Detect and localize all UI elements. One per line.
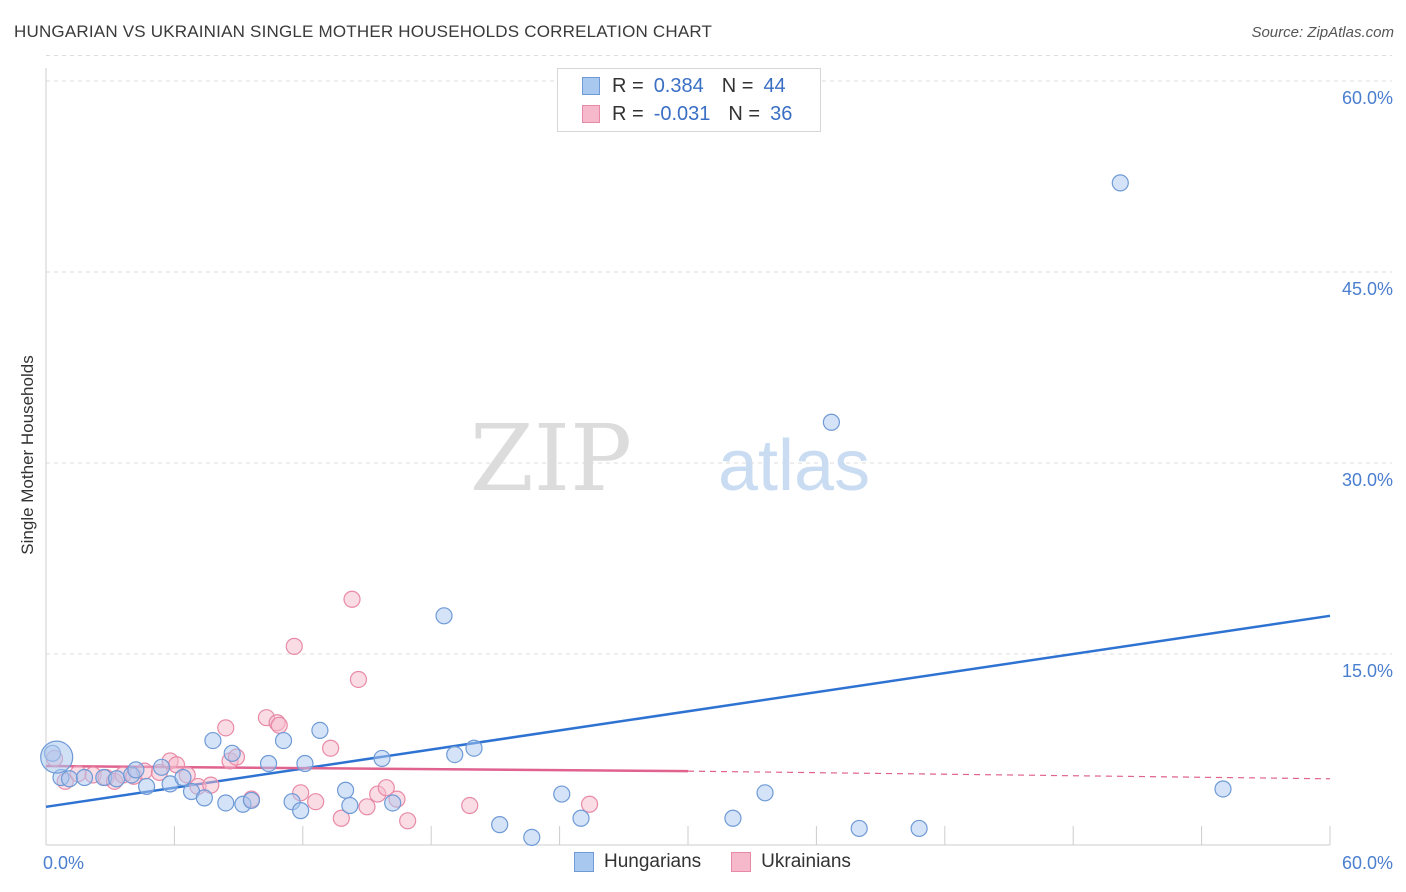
point-hungarian (223, 744, 241, 762)
point-ukrainian (358, 798, 376, 816)
point-ukrainian (270, 716, 288, 734)
point-hungarian (491, 816, 509, 834)
point-hungarian (152, 758, 171, 776)
trend-lines (45, 614, 1331, 809)
y-tick-label: 30.0% (1342, 470, 1393, 490)
legend-n-label: N = (728, 102, 761, 125)
correlation-legend: R = 0.384 N = 44 R = -0.031 N = 36 (557, 68, 821, 132)
legend-swatch-hungarians (574, 852, 594, 872)
watermark-zip: ZIP (470, 405, 632, 512)
legend-row-hungarians: R = 0.384 N = 44 (582, 73, 786, 99)
point-hungarian (127, 761, 145, 779)
axes (45, 68, 1331, 846)
legend-label-hungarians: Hungarians (604, 851, 702, 872)
point-hungarian (435, 607, 453, 625)
point-hungarian (60, 770, 79, 788)
point-ukrainian (285, 637, 303, 655)
legend-r-value: -0.031 (653, 102, 711, 125)
legend-swatch-ukrainians (582, 105, 600, 123)
legend-swatch-hungarians (582, 77, 600, 95)
point-hungarian (174, 768, 192, 787)
watermark: ZIP atlas (470, 405, 870, 512)
point-ukrainian (580, 795, 599, 813)
point-ukrainian (349, 670, 368, 689)
legend-item-ukrainians[interactable]: Ukrainians (731, 851, 851, 873)
point-ukrainian (461, 796, 479, 815)
point-hungarian (292, 802, 310, 820)
point-hungarian (337, 781, 355, 799)
watermark-atlas: atlas (718, 426, 870, 506)
point-hungarian (242, 791, 261, 810)
point-hungarian (910, 819, 928, 838)
point-hungarian (724, 809, 742, 827)
point-hungarian (756, 784, 774, 802)
grid-lines (46, 55, 1392, 655)
point-hungarian (1111, 174, 1129, 192)
x-tick-label-min: 0.0% (43, 853, 84, 873)
point-hungarian (523, 828, 541, 846)
y-tick-label: 15.0% (1342, 661, 1393, 681)
trend-line-ukrainians-extrapolated (687, 770, 1331, 780)
point-hungarian (311, 721, 329, 740)
point-ukrainian (307, 793, 325, 811)
point-ukrainian (322, 739, 340, 757)
point-hungarian (822, 413, 840, 431)
legend-r-label: R = (612, 102, 644, 125)
tick-labels: 15.0% 30.0% 45.0% 60.0% 0.0% 60.0% (43, 88, 1393, 873)
legend-label-ukrainians: Ukrainians (761, 851, 851, 872)
point-hungarian (850, 819, 868, 838)
point-hungarian (40, 740, 74, 774)
source-label: Source: ZipAtlas.com (1251, 24, 1394, 41)
data-points (40, 174, 1232, 846)
chart-title: HUNGARIAN VS UKRAINIAN SINGLE MOTHER HOU… (14, 22, 713, 41)
point-hungarian (553, 785, 571, 803)
point-hungarian (274, 731, 293, 750)
point-hungarian (259, 754, 278, 773)
point-ukrainian (217, 719, 235, 737)
point-hungarian (217, 794, 235, 812)
legend-n-value: 44 (763, 74, 786, 97)
point-hungarian (446, 745, 464, 764)
x-tick-label-max: 60.0% (1342, 853, 1393, 873)
point-hungarian (204, 731, 222, 750)
point-ukrainian (399, 812, 417, 830)
legend-n-value: 36 (770, 102, 793, 125)
point-hungarian (137, 777, 156, 796)
point-hungarian (75, 768, 94, 787)
point-hungarian (572, 809, 590, 827)
point-hungarian (1214, 780, 1232, 798)
legend-swatch-ukrainians (731, 852, 752, 872)
legend-row-ukrainians: R = -0.031 N = 36 (582, 101, 792, 127)
trend-line-hungarians (45, 614, 1331, 809)
legend-r-label: R = (612, 74, 644, 97)
y-tick-label: 60.0% (1342, 88, 1393, 108)
point-hungarian (341, 796, 359, 815)
legend-n-label: N = (721, 74, 754, 97)
series-legend: Hungarians Ukrainians (574, 851, 881, 873)
legend-item-hungarians[interactable]: Hungarians (574, 851, 701, 873)
point-hungarian (195, 789, 213, 807)
point-hungarian (108, 770, 126, 788)
point-ukrainian (332, 809, 350, 827)
point-hungarian (296, 754, 314, 773)
point-ukrainian (377, 779, 395, 797)
legend-r-value: 0.384 (653, 74, 704, 97)
point-hungarian (373, 749, 391, 768)
point-hungarian (465, 739, 483, 757)
point-hungarian (384, 794, 402, 812)
point-ukrainian (343, 590, 361, 608)
y-tick-label: 45.0% (1342, 279, 1393, 299)
